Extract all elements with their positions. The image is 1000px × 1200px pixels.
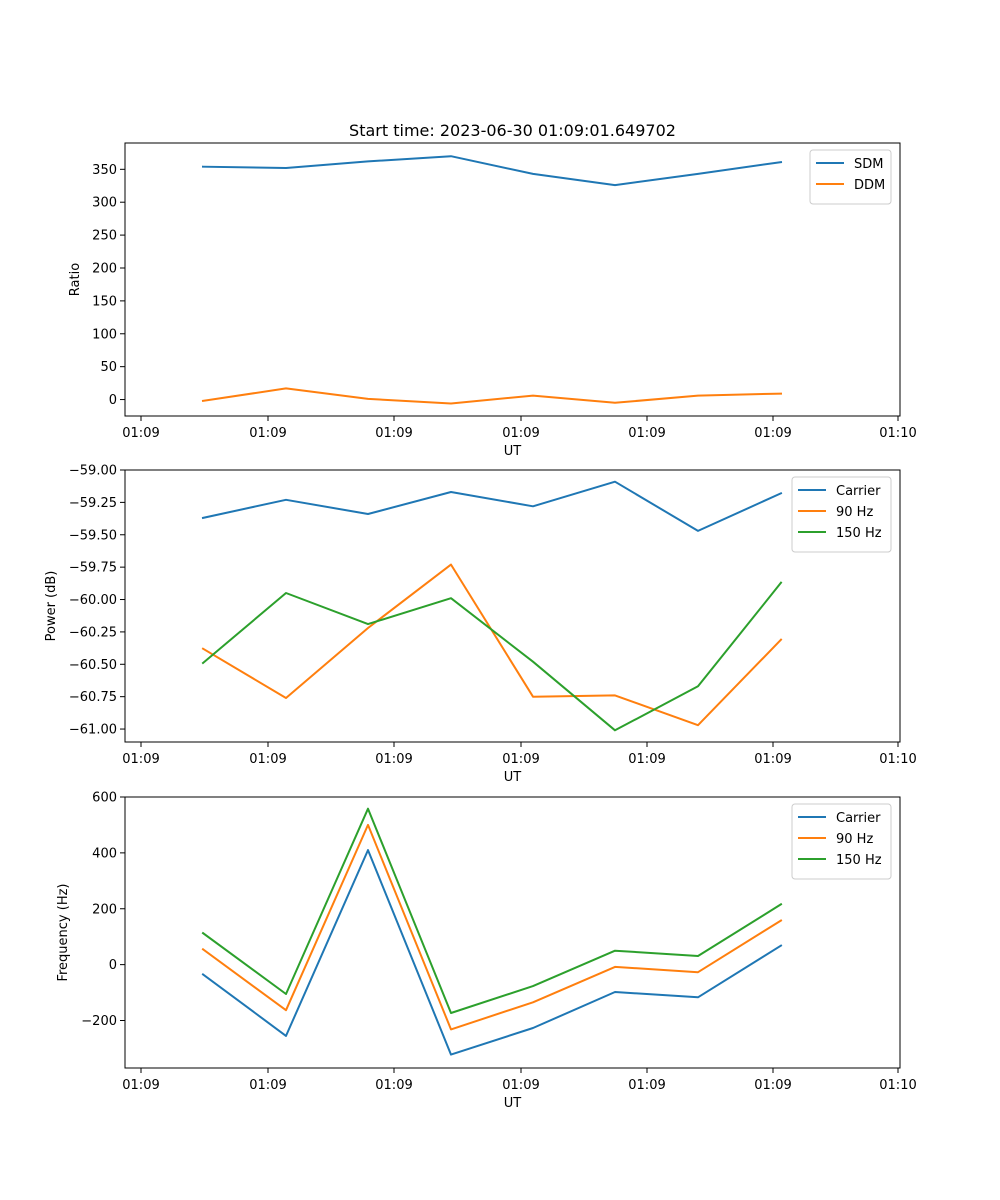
legend-label: Carrier — [836, 484, 881, 499]
y-tick-label: 50 — [100, 360, 117, 375]
y-tick-label: 200 — [92, 261, 117, 276]
y-tick-label: 350 — [92, 163, 117, 178]
x-tick-label: 01:10 — [879, 1078, 916, 1093]
x-tick-label: 01:09 — [249, 752, 286, 767]
x-tick-label: 01:09 — [502, 1078, 539, 1093]
legend: Carrier 90 Hz 150 Hz — [791, 803, 892, 880]
chart-panel-3: 01:09 01:09 01:09 01:09 01:09 01:09 01:10 −200 0… — [56, 791, 917, 1112]
y-tick-label: 150 — [92, 294, 117, 309]
x-tick-label: 01:09 — [122, 752, 159, 767]
chart-panel-1: 01:09 01:09 01:09 01:09 01:09 01:09 01:10 0 50 10… — [68, 121, 917, 459]
y-tick-label: 100 — [92, 327, 117, 342]
y-tick-label: −200 — [81, 1014, 117, 1029]
legend-label: 150 Hz — [836, 853, 882, 868]
y-tick-label: −60.00 — [69, 593, 117, 608]
x-tick-label: 01:09 — [754, 1078, 791, 1093]
y-axis-label: Frequency (Hz) — [56, 883, 71, 981]
chart-title: Start time: 2023-06-30 01:09:01.649702 — [349, 121, 676, 140]
x-tick-label: 01:09 — [628, 1078, 665, 1093]
legend-label: SDM — [854, 157, 883, 172]
x-tick-label: 01:09 — [249, 1078, 286, 1093]
series-line-carrier — [201, 849, 783, 1056]
legend-label: 90 Hz — [836, 832, 873, 847]
x-tick-label: 01:09 — [375, 1078, 412, 1093]
x-tick-label: 01:09 — [122, 1078, 159, 1093]
series-line-carrier — [201, 480, 783, 532]
x-axis-label: UT — [504, 770, 522, 785]
x-tick-label: 01:09 — [502, 752, 539, 767]
y-axis-label: Ratio — [68, 263, 83, 296]
y-tick-label: 0 — [109, 958, 117, 973]
x-tick-label: 01:09 — [249, 426, 286, 441]
axes-frame — [124, 469, 901, 743]
legend: Carrier 90 Hz 150 Hz — [791, 476, 892, 553]
legend-label: 150 Hz — [836, 526, 882, 541]
x-tick-label: 01:09 — [502, 426, 539, 441]
chart-panel-2: 01:09 01:09 01:09 01:09 01:09 01:09 01:10 −61.0… — [44, 464, 917, 786]
legend-label: 90 Hz — [836, 505, 873, 520]
x-tick-label: 01:09 — [754, 426, 791, 441]
legend-label: Carrier — [836, 811, 881, 826]
y-tick-label: 300 — [92, 196, 117, 211]
x-tick-label: 01:10 — [879, 752, 916, 767]
x-axis-label: UT — [504, 1096, 522, 1111]
y-tick-label: 600 — [92, 791, 117, 806]
y-tick-label: −59.00 — [69, 464, 117, 479]
series-line-150-hz — [201, 581, 783, 732]
y-tick-label: −61.00 — [69, 723, 117, 738]
y-tick-label: 200 — [92, 902, 117, 917]
axes-frame — [124, 142, 901, 417]
y-axis-label: Power (dB) — [44, 571, 59, 642]
y-tick-label: −59.25 — [69, 496, 117, 511]
legend-box — [791, 803, 892, 880]
y-tick-label: −60.50 — [69, 658, 117, 673]
x-tick-label: 01:09 — [375, 752, 412, 767]
y-tick-label: −60.25 — [69, 625, 117, 640]
legend: SDM DDM — [809, 149, 892, 205]
x-tick-label: 01:10 — [879, 426, 916, 441]
x-tick-label: 01:09 — [375, 426, 412, 441]
x-tick-label: 01:09 — [628, 426, 665, 441]
series-line-150-hz — [201, 807, 783, 1014]
y-tick-label: 400 — [92, 846, 117, 861]
axes-frame — [124, 796, 901, 1069]
x-tick-label: 01:09 — [122, 426, 159, 441]
legend-label: DDM — [854, 178, 885, 193]
series-line-90-hz — [201, 823, 783, 1031]
series-line-ddm — [201, 387, 783, 405]
y-tick-label: 0 — [109, 393, 117, 408]
y-tick-label: −59.75 — [69, 561, 117, 576]
x-tick-label: 01:09 — [628, 752, 665, 767]
legend-box — [791, 476, 892, 553]
y-tick-label: −59.50 — [69, 528, 117, 543]
series-line-sdm — [201, 155, 783, 187]
x-axis-label: UT — [504, 444, 522, 459]
y-tick-label: −60.75 — [69, 690, 117, 705]
x-tick-label: 01:09 — [754, 752, 791, 767]
y-tick-label: 250 — [92, 229, 117, 244]
